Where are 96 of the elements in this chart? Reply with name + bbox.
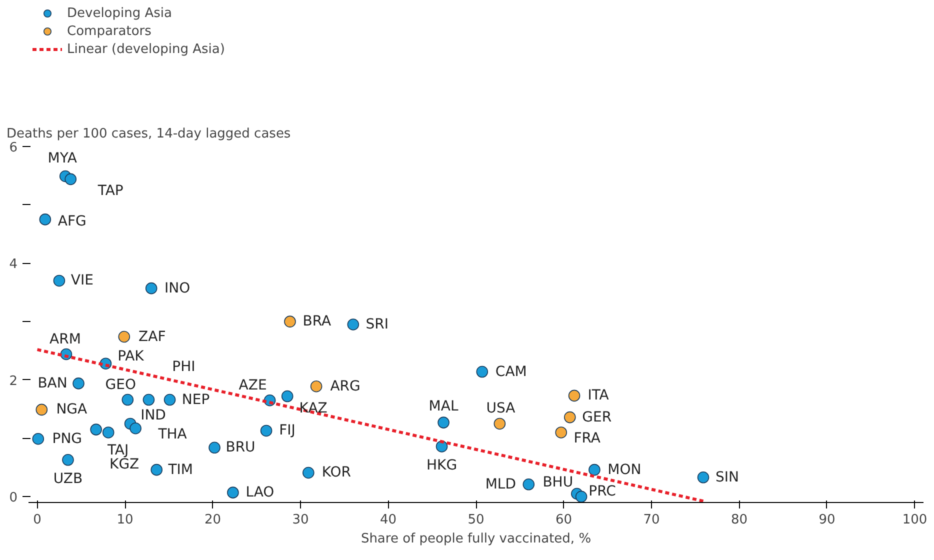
x-tick-label: 60: [555, 512, 572, 528]
x-tick-label: 100: [902, 512, 928, 528]
data-label: ARM: [50, 331, 81, 348]
point: [260, 424, 272, 437]
data-label: BRU: [226, 440, 256, 456]
data-label: PRC: [588, 484, 616, 500]
point: [476, 366, 488, 378]
point: [164, 394, 176, 406]
data-label: PAK: [118, 348, 145, 365]
data-label: USA: [486, 400, 516, 417]
y-axis-title: Deaths per 100 cases, 14-day lagged cases: [6, 126, 291, 142]
point: [62, 454, 74, 466]
point: [227, 486, 239, 498]
data-label: SRI: [366, 316, 389, 332]
point: [150, 464, 163, 476]
point: [130, 422, 142, 434]
point: [102, 426, 114, 438]
point: [588, 464, 600, 476]
data-label: KAZ: [299, 400, 328, 416]
x-tick-label: 80: [730, 512, 748, 528]
data-label: MON: [608, 462, 642, 478]
point: [36, 404, 48, 416]
point: [32, 433, 44, 445]
data-label: INO: [164, 280, 190, 296]
data-label: ZAF: [138, 328, 166, 345]
data-label: SIN: [716, 469, 740, 486]
point: [564, 411, 576, 424]
point: [284, 316, 296, 328]
x-tick-label: 10: [116, 512, 134, 528]
legend-label: Linear (developing Asia): [67, 40, 225, 58]
data-label: AZE: [238, 377, 267, 394]
point: [697, 472, 710, 484]
data-label: UZB: [53, 470, 83, 487]
point: [494, 418, 506, 430]
point: [122, 394, 134, 406]
data-label: MAL: [428, 398, 458, 415]
y-tick-label: 2: [9, 374, 18, 389]
point: [90, 424, 102, 436]
x-tick-label: 30: [292, 512, 309, 528]
data-label: VIE: [70, 272, 94, 289]
point: [575, 490, 588, 502]
data-label: FIJ: [279, 422, 296, 439]
point: [568, 390, 580, 402]
data-label: IND: [140, 408, 166, 424]
data-label: BAN: [38, 375, 68, 392]
data-label: KGZ: [110, 456, 140, 472]
data-label: TAJ: [106, 442, 129, 459]
data-label: CAM: [495, 364, 527, 380]
point: [281, 390, 294, 402]
point: [64, 173, 77, 186]
data-label: LAO: [246, 484, 274, 501]
x-tick-label: 0: [33, 512, 42, 528]
point: [310, 380, 322, 392]
legend-label: Comparators: [67, 22, 152, 40]
data-label: FRA: [574, 430, 601, 446]
x-tick-label: 40: [380, 512, 397, 528]
data-label: ITA: [588, 388, 610, 404]
data-label: AFG: [58, 213, 86, 230]
y-tick-label: 4: [9, 257, 18, 272]
point: [438, 416, 450, 428]
point: [118, 330, 130, 343]
data-label: BRA: [302, 314, 332, 330]
legend-label: Developing Asia: [67, 4, 172, 22]
x-axis-title: Share of people fully vaccinated, %: [360, 532, 592, 546]
point: [302, 466, 314, 479]
data-label: TAP: [96, 183, 124, 200]
point: [53, 274, 66, 287]
point: [142, 394, 155, 406]
data-label: MYA: [48, 150, 78, 166]
data-label: NEP: [182, 392, 210, 408]
point: [522, 478, 535, 490]
x-tick-label: 70: [643, 512, 660, 528]
data-label: GEO: [105, 376, 136, 393]
point: [347, 318, 360, 330]
point: [39, 214, 52, 226]
data-label: ARG: [330, 378, 360, 394]
x-tick-label: 20: [204, 512, 222, 528]
data-label: BHU: [542, 474, 574, 491]
data-label: PHI: [172, 358, 196, 375]
data-label: THA: [157, 426, 188, 442]
point: [72, 378, 84, 390]
y-tick-label: 6: [9, 140, 18, 156]
y-tick-label: 0: [9, 490, 18, 506]
data-label: TIM: [167, 462, 193, 478]
point: [436, 440, 448, 452]
data-label: NGA: [56, 402, 88, 418]
data-label: MLD: [485, 476, 516, 492]
data-label: HKG: [426, 457, 458, 474]
point: [208, 442, 220, 454]
data-label: PNG: [52, 430, 82, 447]
x-tick-label: 50: [468, 512, 484, 528]
x-tick-label: 90: [818, 512, 836, 528]
point: [555, 426, 568, 438]
data-label: KOR: [322, 464, 352, 481]
data-label: GER: [582, 409, 612, 426]
point: [145, 282, 158, 294]
